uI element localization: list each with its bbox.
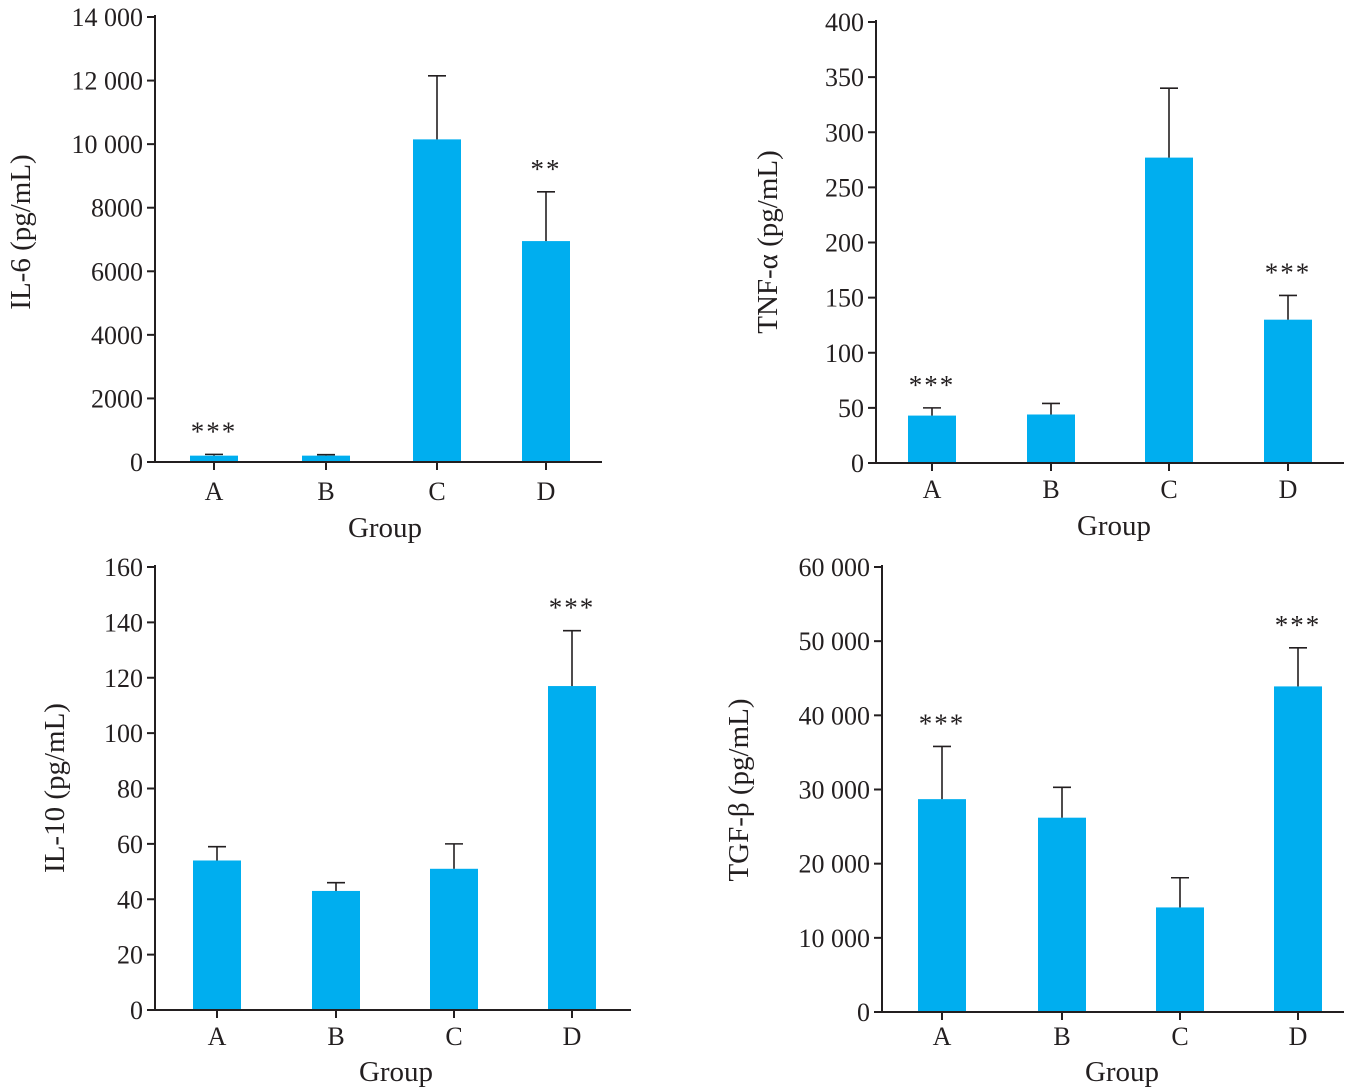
panel-tgfb-ytick-label: 10 000 [799, 924, 871, 953]
panel-il6-bar-a [190, 455, 238, 462]
panel-il10-xtick-label: B [327, 1022, 344, 1051]
panel-tgfb-bar-a [918, 799, 966, 1012]
panel-tgfb-xlabel: Group [1085, 1056, 1159, 1088]
panel-il6-ytick-label: 10 000 [72, 130, 144, 159]
panel-tnfa-xtick-label: B [1042, 475, 1059, 504]
panel-tnfa-bar-c [1145, 157, 1193, 464]
panel-il6-significance-d: ** [531, 154, 562, 184]
panel-tgfb-xtick-label: C [1171, 1022, 1188, 1051]
panel-tnfa-ytick-label: 300 [825, 118, 864, 147]
panel-il6-significance-a: *** [191, 416, 238, 446]
panel-il6-bar-c [413, 139, 461, 462]
panel-il10-xtick-label: D [563, 1022, 582, 1051]
panel-tnfa-ytick-label: 200 [825, 229, 864, 258]
panel-il6-ytick-label: 0 [130, 448, 143, 477]
panel-tnfa-ytick-label: 150 [825, 284, 864, 313]
panel-il6-xtick-label: B [317, 477, 334, 506]
panel-tgfb-ytick-label: 60 000 [799, 553, 871, 582]
panel-tnfa-xtick-label: A [923, 475, 942, 504]
panel-tnfa-bar-a [908, 415, 956, 463]
panel-il6-xtick-label: A [205, 477, 224, 506]
panel-il10-bar-d [548, 686, 596, 1010]
panel-tnfa-bar-b [1027, 414, 1075, 463]
panel-tgfb-ytick-label: 20 000 [799, 850, 871, 879]
panel-il10-ytick-label: 20 [117, 941, 143, 970]
panel-tnfa-ytick-label: 0 [851, 449, 864, 478]
panel-il6-bar-b [302, 455, 350, 462]
panel-il10-ytick-label: 120 [104, 664, 143, 693]
panel-il6: IL-6 (pg/mL) Group 0 2000 4000 6000 8000 10 0… [5, 3, 602, 544]
panel-il6-ytick-label: 8000 [91, 194, 143, 223]
panel-tnfa-xtick-label: C [1160, 475, 1177, 504]
panel-il10-bar-a [193, 860, 241, 1010]
panel-tnfa-ytick-label: 100 [825, 339, 864, 368]
panel-il10-ytick-label: 140 [104, 608, 143, 637]
panel-tnfa-xtick-label: D [1279, 475, 1298, 504]
panel-tnfa: TNF-α (pg/mL) Group 0 50 100 150 200 250 300 35… [752, 8, 1344, 542]
panel-il10-ytick-label: 80 [117, 775, 143, 804]
panel-il6-ytick-label: 12 000 [72, 67, 144, 96]
panel-tgfb-xtick-label: B [1053, 1022, 1070, 1051]
panel-il6-ytick-label: 4000 [91, 321, 143, 350]
panel-tnfa-ytick-label: 250 [825, 173, 864, 202]
panel-il10-ylabel: IL-10 (pg/mL) [39, 703, 71, 873]
panel-il10-bar-b [312, 890, 360, 1010]
panel-il6-ytick-label: 2000 [91, 384, 143, 413]
panel-il10: IL-10 (pg/mL) Group 0 20 40 60 80 100 120 140 16… [39, 553, 631, 1088]
panel-tgfb-ytick-label: 50 000 [799, 627, 871, 656]
panel-tgfb-bar-c [1156, 907, 1204, 1012]
panel-il6-xtick-label: C [428, 477, 445, 506]
panel-tgfb-xtick-label: D [1289, 1022, 1308, 1051]
panel-tnfa-bar-d [1264, 319, 1312, 463]
panel-tgfb: TGF-β (pg/mL) Group 0 10 000 20 000 30 000 4… [723, 553, 1344, 1088]
panel-tnfa-significance-a: *** [909, 370, 956, 400]
panel-il6-ylabel: IL-6 (pg/mL) [5, 154, 37, 309]
panel-tnfa-xlabel: Group [1077, 510, 1151, 542]
panel-tgfb-ytick-label: 40 000 [799, 701, 871, 730]
panel-il10-xlabel: Group [359, 1056, 433, 1088]
panel-il10-ytick-label: 0 [130, 996, 143, 1025]
panel-il10-bar-c [430, 868, 478, 1010]
panel-il10-ytick-label: 60 [117, 830, 143, 859]
panel-il6-ytick-label: 6000 [91, 257, 143, 286]
panel-il6-xtick-label: D [537, 477, 556, 506]
panel-il6-ytick-label: 14 000 [72, 3, 144, 32]
panel-tgfb-bar-d [1274, 686, 1322, 1012]
panel-tnfa-significance-d: *** [1265, 257, 1312, 287]
panel-tgfb-xtick-label: A [933, 1022, 952, 1051]
panel-il6-xlabel: Group [348, 512, 422, 544]
panel-il10-ytick-label: 40 [117, 885, 143, 914]
panel-tgfb-significance-a: *** [919, 708, 966, 738]
panel-tgfb-significance-d: *** [1275, 610, 1322, 640]
panel-tnfa-ytick-label: 400 [825, 8, 864, 37]
panel-tgfb-bar-b [1038, 817, 1086, 1012]
panel-il10-ytick-label: 100 [104, 719, 143, 748]
panel-il10-ytick-label: 160 [104, 553, 143, 582]
panel-tnfa-ytick-label: 350 [825, 63, 864, 92]
panel-tgfb-ytick-label: 30 000 [799, 776, 871, 805]
panel-il10-xtick-label: C [445, 1022, 462, 1051]
panel-il6-bar-d [522, 241, 570, 462]
panel-tnfa-ytick-label: 50 [838, 394, 864, 423]
panel-il10-xtick-label: A [208, 1022, 227, 1051]
panel-tgfb-ytick-label: 0 [857, 998, 870, 1027]
panel-tgfb-ylabel: TGF-β (pg/mL) [723, 698, 755, 881]
panel-tnfa-ylabel: TNF-α (pg/mL) [752, 150, 784, 334]
panel-il10-significance-d: *** [549, 593, 596, 623]
